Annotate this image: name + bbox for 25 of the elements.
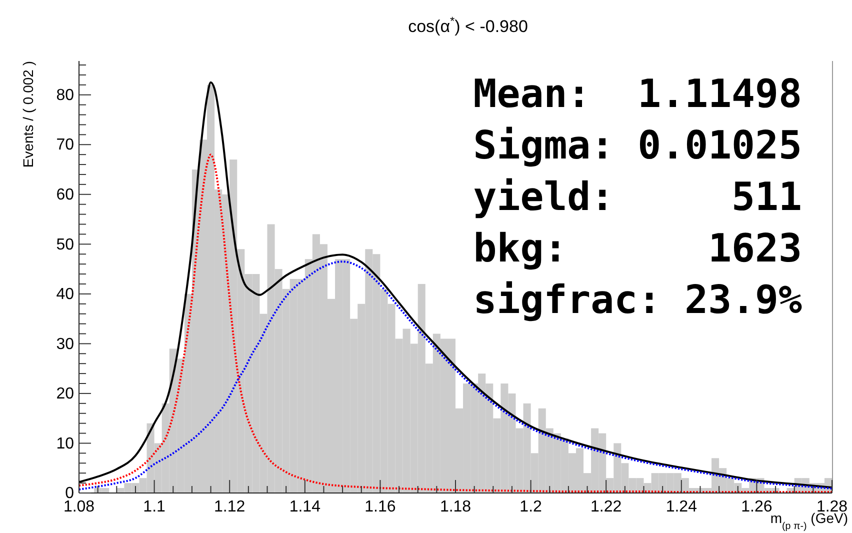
y-tick-label: 50 [56, 236, 74, 254]
y-axis-title: Events / ( 0.002 ) [20, 61, 36, 168]
y-tick-label: 40 [56, 286, 74, 304]
y-tick-label: 80 [56, 86, 74, 104]
chart-title: cos(α$^{*}$) < -0.980 [408, 14, 528, 36]
x-tick-label: 1.16 [364, 498, 396, 516]
annotation: yield: 511 [473, 175, 802, 220]
y-tick-label: 10 [56, 435, 74, 452]
x-tick-label: 1.2 [520, 498, 542, 516]
annotation: Sigma: 0.01025 [473, 124, 802, 168]
x-tick-label: 1.18 [440, 498, 472, 516]
x-tick-label: 1.24 [666, 498, 698, 516]
annotation: bkg: 1623 [473, 226, 802, 272]
annotation: sigfrac: 23.9% [473, 278, 803, 323]
x-tick-label: 1.08 [63, 498, 95, 516]
x-tick-label: 1.12 [214, 498, 246, 516]
y-tick-label: 70 [56, 136, 74, 154]
x-tick-label: 1.14 [289, 498, 321, 516]
y-tick-label: 60 [56, 186, 74, 204]
x-tick-label: 1.26 [741, 498, 772, 516]
annotation: Mean: 1.11498 [473, 72, 802, 117]
y-tick-label: 20 [56, 386, 74, 403]
y-tick-label: 30 [56, 336, 74, 353]
x-tick-label: 1.22 [590, 498, 622, 516]
x-tick-label: 1.1 [143, 498, 166, 516]
